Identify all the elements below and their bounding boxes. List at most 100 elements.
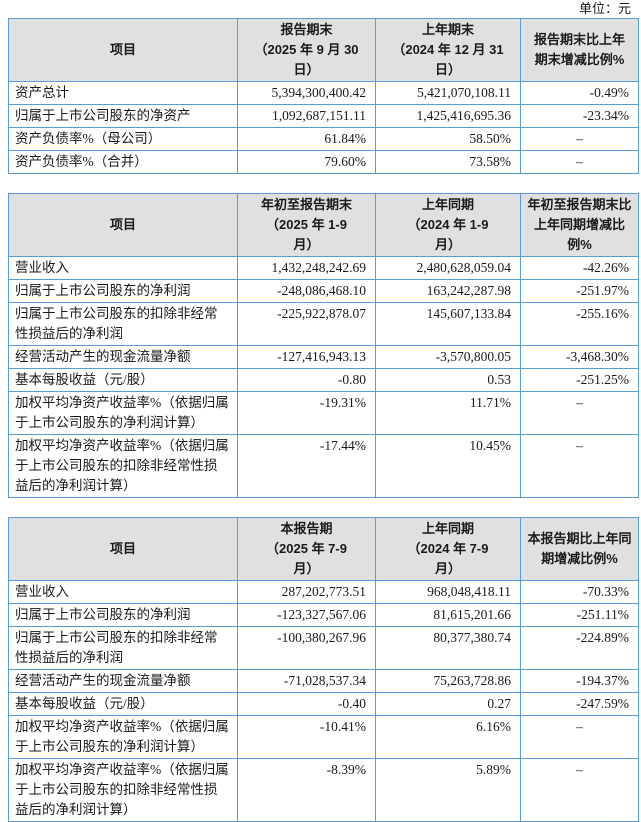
table-row: 经营活动产生的现金流量净额 -71,028,537.34 75,263,728.86… xyxy=(8,669,639,693)
cell-value: -23.34% xyxy=(520,104,639,128)
cell-value: – xyxy=(520,715,639,759)
cell-value: 6.16% xyxy=(375,715,521,759)
column-header: 报告期末比上年 期末增减比例% xyxy=(520,18,639,82)
cell-value: 163,242,287.98 xyxy=(375,279,521,303)
table-row: 归属于上市公司股东的净资产 1,092,687,151.11 1,425,416,6… xyxy=(8,104,639,128)
cell-value: 145,607,133.84 xyxy=(375,302,521,346)
cell-value: 75,263,728.86 xyxy=(375,669,521,693)
row-label: 资产负债率%（合并） xyxy=(8,150,238,174)
cell-value: -17.44% xyxy=(237,434,376,498)
table-row: 归属于上市公司股东的净利润 -248,086,468.10 163,242,287.… xyxy=(8,279,639,303)
cell-value: 1,432,248,242.69 xyxy=(237,256,376,280)
row-label: 归属于上市公司股东的净资产 xyxy=(8,104,238,128)
row-label: 营业收入 xyxy=(8,580,238,604)
cell-value: 73.58% xyxy=(375,150,521,174)
column-header: 上年期末 （2024 年 12 月 31 日） xyxy=(375,18,521,82)
cell-value: -70.33% xyxy=(520,580,639,604)
table-header-row: 项目 本报告期 （2025 年 7-9 月） 上年同期 （2024 年 7-9 … xyxy=(8,517,639,581)
column-header: 年初至报告期末比 上年同期增减比例% xyxy=(520,193,639,257)
cell-value: 5,394,300,400.42 xyxy=(237,81,376,105)
table-row: 基本每股收益（元/股） -0.40 0.27 -247.59% xyxy=(8,692,639,716)
table-row: 归属于上市公司股东的扣除非经常 性损益后的净利润 -100,380,267.96 8… xyxy=(8,626,639,670)
cell-value: -255.16% xyxy=(520,302,639,346)
cell-value: – xyxy=(520,758,639,822)
cell-value: 5.89% xyxy=(375,758,521,822)
cell-value: 80,377,380.74 xyxy=(375,626,521,670)
table-row: 加权平均净资产收益率%（依据归属 于上市公司股东的扣除非经常性损 益后的净利润计… xyxy=(8,758,639,822)
cell-value: -251.11% xyxy=(520,603,639,627)
cell-value: -248,086,468.10 xyxy=(237,279,376,303)
cell-value: -127,416,943.13 xyxy=(237,345,376,369)
cell-value: -247.59% xyxy=(520,692,639,716)
row-label: 经营活动产生的现金流量净额 xyxy=(8,345,238,369)
row-label: 归属于上市公司股东的净利润 xyxy=(8,603,238,627)
row-label: 基本每股收益（元/股） xyxy=(8,368,238,392)
row-label: 归属于上市公司股东的净利润 xyxy=(8,279,238,303)
column-header: 上年同期 （2024 年 7-9 月） xyxy=(375,517,521,581)
row-label: 基本每股收益（元/股） xyxy=(8,692,238,716)
table-header-row: 项目 年初至报告期末 （2025 年 1-9 月） 上年同期 （2024 年 1… xyxy=(8,193,639,257)
cell-value: -123,327,567.06 xyxy=(237,603,376,627)
row-label: 加权平均净资产收益率%（依据归属 于上市公司股东的净利润计算） xyxy=(8,391,238,435)
cell-value: 58.50% xyxy=(375,127,521,151)
row-label: 加权平均净资产收益率%（依据归属 于上市公司股东的扣除非经常性损 益后的净利润计… xyxy=(8,758,238,822)
cell-value: -0.40 xyxy=(237,692,376,716)
cell-value: 81,615,201.66 xyxy=(375,603,521,627)
column-header: 项目 xyxy=(8,193,238,257)
cell-value: -0.80 xyxy=(237,368,376,392)
cell-value: -251.25% xyxy=(520,368,639,392)
cell-value: – xyxy=(520,434,639,498)
table-row: 资产负债率%（母公司） 61.84% 58.50% – xyxy=(8,127,639,151)
cell-value: 2,480,628,059.04 xyxy=(375,256,521,280)
cell-value: – xyxy=(520,150,639,174)
table-row: 基本每股收益（元/股） -0.80 0.53 -251.25% xyxy=(8,368,639,392)
row-label: 归属于上市公司股东的扣除非经常 性损益后的净利润 xyxy=(8,626,238,670)
financial-table-period-end: 项目 报告期末 （2025 年 9 月 30 日） 上年期末 （2024 年 1… xyxy=(8,18,639,174)
cell-value: -8.39% xyxy=(237,758,376,822)
cell-value: 5,421,070,108.11 xyxy=(375,81,521,105)
cell-value: 1,425,416,695.36 xyxy=(375,104,521,128)
row-label: 营业收入 xyxy=(8,256,238,280)
cell-value: -10.41% xyxy=(237,715,376,759)
table-row: 资产负债率%（合并） 79.60% 73.58% – xyxy=(8,150,639,174)
cell-value: -3,468.30% xyxy=(520,345,639,369)
column-header: 上年同期 （2024 年 1-9 月） xyxy=(375,193,521,257)
cell-value: -100,380,267.96 xyxy=(237,626,376,670)
table-row: 经营活动产生的现金流量净额 -127,416,943.13 -3,570,800.0… xyxy=(8,345,639,369)
column-header: 项目 xyxy=(8,18,238,82)
row-label: 资产负债率%（母公司） xyxy=(8,127,238,151)
table-row: 营业收入 287,202,773.51 968,048,418.11 -70.33% xyxy=(8,580,639,604)
cell-value: 79.60% xyxy=(237,150,376,174)
cell-value: -19.31% xyxy=(237,391,376,435)
row-label: 加权平均净资产收益率%（依据归属 于上市公司股东的净利润计算） xyxy=(8,715,238,759)
financial-table-quarter: 项目 本报告期 （2025 年 7-9 月） 上年同期 （2024 年 7-9 … xyxy=(8,517,639,822)
cell-value: -224.89% xyxy=(520,626,639,670)
column-header: 项目 xyxy=(8,517,238,581)
row-label: 经营活动产生的现金流量净额 xyxy=(8,669,238,693)
table-row: 加权平均净资产收益率%（依据归属 于上市公司股东的扣除非经常性损 益后的净利润计… xyxy=(8,434,639,498)
table-row: 加权平均净资产收益率%（依据归属 于上市公司股东的净利润计算） -19.31% 11… xyxy=(8,391,639,435)
table-row: 资产总计 5,394,300,400.42 5,421,070,108.11 -0.4… xyxy=(8,81,639,105)
cell-value: 287,202,773.51 xyxy=(237,580,376,604)
table-row: 加权平均净资产收益率%（依据归属 于上市公司股东的净利润计算） -10.41% 6.… xyxy=(8,715,639,759)
cell-value: 0.53 xyxy=(375,368,521,392)
cell-value: -194.37% xyxy=(520,669,639,693)
row-label: 资产总计 xyxy=(8,81,238,105)
cell-value: 1,092,687,151.11 xyxy=(237,104,376,128)
table-row: 归属于上市公司股东的净利润 -123,327,567.06 81,615,201.6… xyxy=(8,603,639,627)
cell-value: -251.97% xyxy=(520,279,639,303)
cell-value: -42.26% xyxy=(520,256,639,280)
cell-value: 968,048,418.11 xyxy=(375,580,521,604)
cell-value: 61.84% xyxy=(237,127,376,151)
table-header-row: 项目 报告期末 （2025 年 9 月 30 日） 上年期末 （2024 年 1… xyxy=(8,18,639,82)
unit-label: 单位：元 xyxy=(578,1,631,16)
column-header: 本报告期 （2025 年 7-9 月） xyxy=(237,517,376,581)
cell-value: 11.71% xyxy=(375,391,521,435)
financial-table-ytd: 项目 年初至报告期末 （2025 年 1-9 月） 上年同期 （2024 年 1… xyxy=(8,193,639,498)
row-label: 加权平均净资产收益率%（依据归属 于上市公司股东的扣除非经常性损 益后的净利润计… xyxy=(8,434,238,498)
cell-value: 10.45% xyxy=(375,434,521,498)
cell-value: -0.49% xyxy=(520,81,639,105)
row-label: 归属于上市公司股东的扣除非经常 性损益后的净利润 xyxy=(8,302,238,346)
column-header: 年初至报告期末 （2025 年 1-9 月） xyxy=(237,193,376,257)
column-header: 本报告期比上年同 期增减比例% xyxy=(520,517,639,581)
